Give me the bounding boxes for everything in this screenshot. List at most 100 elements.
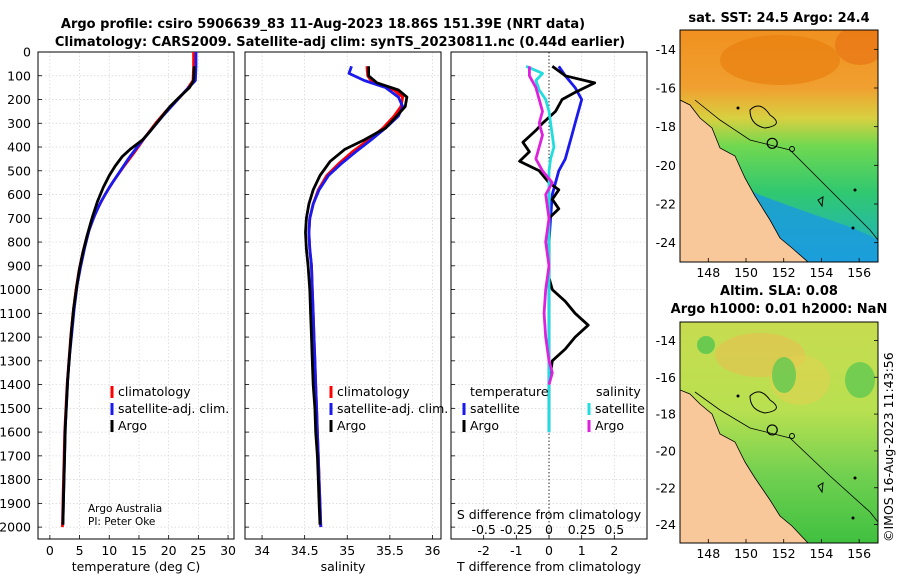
lat-tick-label: -24 [656,517,676,532]
x-tick-label: 1 [578,543,586,558]
depth-tick-label: 1600 [0,425,31,440]
x-tick-label: -1 [510,543,522,558]
title-line-2: Climatology: CARS2009. Satellite-adj cli… [55,35,625,50]
lat-tick-label: -22 [656,197,676,212]
series-argo [304,66,409,525]
salinity-xlabel: salinity [321,559,366,574]
temperature-panel [37,51,235,540]
credit-line-2: PI: Peter Oke [88,516,155,528]
x-tick-label: 20 [161,543,177,558]
lat-tick-label: -14 [656,333,676,348]
depth-tick-label: 1800 [0,472,31,487]
series-climatology [61,52,195,528]
legend-t-argo: Argo [470,418,499,433]
legend-argo: Argo [118,418,147,433]
argo-location-marker [766,424,778,436]
legend-climatology: climatology [337,384,410,399]
series-salinity-argo [528,66,554,385]
s-tick-label: 0.5 [604,522,624,537]
depth-tick-label: 1900 [0,496,31,511]
x-tick-label: 10 [101,543,117,558]
x-tick-label: 36 [425,543,441,558]
s-tick-label: -0.25 [500,522,532,537]
x-tick-label: 2 [610,543,618,558]
s-difference-xlabel: S difference from climatology [457,507,642,522]
sst-map-title: sat. SST: 24.5 Argo: 24.4 [688,11,869,26]
lat-tick-label: -20 [656,443,676,458]
series-climatology [307,66,405,528]
series-argo [61,66,196,525]
watermark: ©IMOS 16-Aug-2023 11:43:56 [881,352,896,542]
x-tick-label: -2 [477,543,489,558]
lat-tick-label: -16 [656,370,676,385]
x-tick-label: 15 [131,543,147,558]
difference-legend: temperature satellite Argo salinity sate… [462,384,645,433]
temperature-x-axis: 0 5 10 15 20 25 30 [46,543,236,558]
lon-tick-label: 152 [772,265,796,280]
salinity-legend: climatology satellite-adj. clim. Argo [329,384,448,433]
series-satellite-adj-clim- [307,65,405,528]
x-tick-label: 25 [190,543,206,558]
depth-tick-label: 1400 [0,377,31,392]
depth-tick-label: 100 [7,68,31,83]
x-tick-label: 30 [220,543,236,558]
s-tick-label: 0.25 [568,522,596,537]
lon-tick-label: 148 [696,546,720,561]
lon-tick-label: 148 [696,265,720,280]
x-tick-label: 0 [545,543,553,558]
lon-tick-label: 156 [847,546,871,561]
lon-tick-label: 154 [809,265,833,280]
temperature-legend: climatology satellite-adj. clim. Argo [110,384,229,433]
x-tick-label: 34 [254,543,270,558]
temperature-xlabel: temperature (deg C) [72,559,201,574]
depth-tick-label: 1100 [0,306,31,321]
credit-line-1: Argo Australia [88,503,162,515]
depth-tick-label: 1000 [0,282,31,297]
lon-tick-label: 156 [847,265,871,280]
depth-tick-label: 700 [7,211,31,226]
depth-tick-label: 900 [7,258,31,273]
series-temperature-satellite [547,65,584,433]
sla-map-title-1: Altim. SLA: 0.08 [720,284,838,299]
x-tick-label: 35.5 [376,543,404,558]
x-tick-label: 0 [46,543,54,558]
depth-tick-label: 2000 [0,520,31,535]
series-satellite-adj-clim- [61,52,198,525]
s-tick-label: 0 [545,522,553,537]
sla-map [680,322,878,543]
lon-tick-label: 150 [734,265,758,280]
depth-tick-label: 500 [7,163,31,178]
depth-tick-label: 400 [7,140,31,155]
depth-tick-label: 600 [7,187,31,202]
title-line-1: Argo profile: csiro 5906639_83 11-Aug-20… [61,17,585,32]
legend-salinity-title: salinity [596,384,641,399]
lon-tick-label: 154 [809,546,833,561]
x-tick-label: 5 [76,543,84,558]
sla-map-frame [679,321,879,544]
legend-satellite-clim: satellite-adj. clim. [337,401,448,416]
lat-tick-label: -24 [656,235,676,250]
sst-map-frame [679,29,879,263]
sst-map [680,30,878,262]
series-temperature-argo [518,65,597,385]
sst-map-axes: 148 150 152 154 156 -14 -16 -18 -20 -22 -24 [656,42,878,280]
salinity-difference-axis: -0.5 -0.25 0 0.25 0.5 [471,522,624,537]
legend-s-satellite: satellite [595,401,645,416]
depth-tick-label: 1300 [0,353,31,368]
depth-tick-label: 200 [7,92,31,107]
lat-tick-label: -14 [656,42,676,57]
difference-panel [450,51,648,540]
sla-map-axes: 148 150 152 154 156 -14 -16 -18 -20 -22 -24 [656,333,878,561]
lat-tick-label: -20 [656,158,676,173]
depth-tick-label: 1500 [0,401,31,416]
lon-tick-label: 150 [734,546,758,561]
legend-climatology: climatology [118,384,191,399]
s-tick-label: -0.5 [471,522,495,537]
legend-satellite-clim: satellite-adj. clim. [118,401,229,416]
depth-tick-label: 0 [23,45,31,60]
x-tick-label: 34.5 [291,543,319,558]
depth-tick-label: 1700 [0,448,31,463]
salinity-panel [244,51,442,540]
t-difference-xlabel: T difference from climatology [456,559,642,574]
